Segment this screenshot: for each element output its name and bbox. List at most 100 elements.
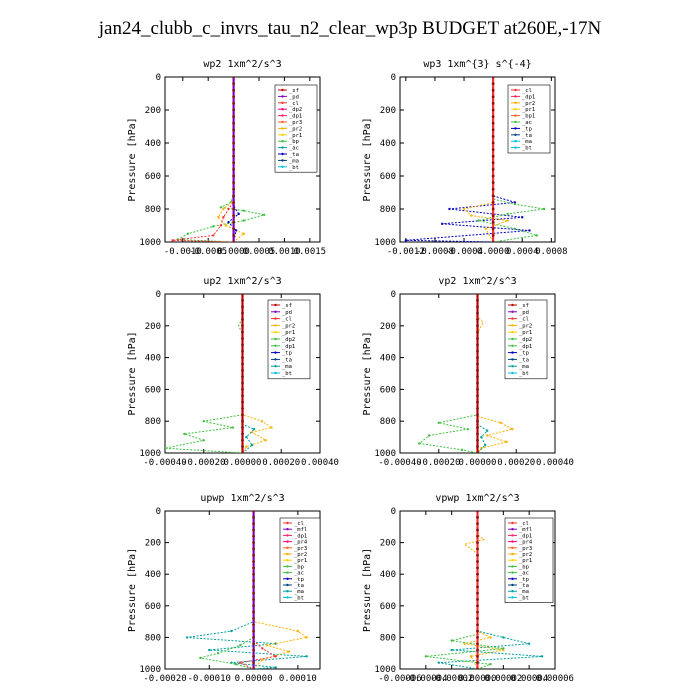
legend-label: _ma <box>282 364 292 370</box>
legend-marker <box>286 583 289 587</box>
series-point <box>535 234 539 237</box>
series-point <box>252 585 255 589</box>
series-point <box>232 82 236 85</box>
series-point <box>476 294 479 296</box>
legend-marker <box>281 101 284 105</box>
legend-marker <box>514 127 517 130</box>
legend-marker <box>281 120 284 124</box>
series-point <box>491 220 495 224</box>
series-point <box>469 655 473 658</box>
series-point <box>287 650 291 653</box>
legend-marker <box>514 108 517 111</box>
legend-marker <box>514 101 517 105</box>
series-point <box>241 330 244 334</box>
legend-marker <box>281 88 284 92</box>
series-point <box>491 154 495 158</box>
series-point <box>245 435 248 439</box>
series-point <box>242 232 245 235</box>
series-point <box>241 337 244 340</box>
x-tick-label: -0.00020 <box>417 458 460 468</box>
series-point <box>232 214 236 218</box>
series-point <box>252 566 255 570</box>
legend-marker <box>511 577 514 580</box>
y-tick-label: 0 <box>391 507 396 517</box>
series-point <box>222 216 225 219</box>
legend-marker <box>286 590 289 593</box>
series-point <box>241 375 244 379</box>
series-point <box>427 434 431 437</box>
series-point <box>489 663 492 666</box>
series-point <box>232 181 236 185</box>
legend-marker <box>281 95 284 98</box>
series-point <box>491 148 495 152</box>
series-point <box>250 431 254 434</box>
legend-label: _ma <box>294 589 304 595</box>
series-point <box>252 591 255 595</box>
legend-label: _pr1 <box>522 107 535 113</box>
x-tick-label: 0.00040 <box>301 458 339 468</box>
series-point <box>476 585 479 589</box>
legend-label: _ta <box>294 583 304 589</box>
legend-label: _pd <box>519 310 529 316</box>
legend-label: _mfl <box>519 527 532 533</box>
y-tick-label: 200 <box>380 106 396 116</box>
x-tick-label: -0.0012 <box>387 247 425 257</box>
legend-label: _ta <box>519 357 529 363</box>
legend-label: _cl <box>519 521 529 527</box>
series-point <box>232 154 236 158</box>
page-title: jan24_clubb_c_invrs_tau_n2_clear_wp3p BU… <box>98 18 602 39</box>
series-point <box>252 642 255 646</box>
series-point <box>252 427 256 431</box>
series-point <box>506 212 509 216</box>
series-line <box>425 511 504 669</box>
legend-marker <box>511 344 514 347</box>
series-point <box>476 572 479 576</box>
series-point <box>264 439 267 442</box>
series-point <box>241 400 244 404</box>
series-point <box>252 522 255 526</box>
legend-label: _bt <box>294 595 304 601</box>
series-point <box>252 648 255 652</box>
legend-label: _bt <box>519 371 529 377</box>
legend-label: _bt <box>522 146 532 152</box>
legend-label: _bt <box>289 165 299 171</box>
legend-label: _bp <box>294 564 304 570</box>
series-point <box>219 206 223 209</box>
x-tick-label: -0.0005 <box>189 247 227 257</box>
legend-marker <box>274 310 277 313</box>
series-point <box>296 629 300 633</box>
series-point <box>476 388 479 391</box>
y-tick-label: 0 <box>156 290 161 300</box>
series-group <box>165 294 273 453</box>
y-tick-label: 400 <box>380 139 396 149</box>
series-point <box>521 216 524 219</box>
legend-label: _pr1 <box>282 330 295 336</box>
legend-marker <box>511 521 514 525</box>
legend-label: _pr2 <box>282 323 295 329</box>
series-point <box>476 541 479 544</box>
series-point <box>241 432 244 436</box>
y-tick-label: 1000 <box>139 238 161 248</box>
series-line <box>242 294 273 453</box>
chart-panel-2: wp3 1xm^{3} s^{-4} Pressure [hPa] 0 200 400 6… <box>362 59 568 257</box>
series-point <box>476 604 479 608</box>
y-tick-label: 0 <box>391 290 396 300</box>
legend-marker <box>281 127 284 130</box>
legend-marker <box>274 358 277 361</box>
series-point <box>466 427 470 431</box>
legend-label: _pr2 <box>294 552 307 558</box>
plot-frame <box>164 76 321 243</box>
legend-marker <box>511 358 514 361</box>
legend-label: _ma <box>519 364 529 370</box>
y-tick-label: 600 <box>380 602 396 612</box>
x-tick-label: -0.00002 <box>430 674 473 684</box>
legend-label: _dp1 <box>519 533 532 539</box>
legend-label: _tp <box>282 351 292 357</box>
series-point <box>476 324 479 328</box>
y-tick-label: 0 <box>391 73 396 83</box>
y-tick-label: 600 <box>380 172 396 182</box>
legend-label: _tp <box>519 351 529 357</box>
y-tick-label: 200 <box>145 539 161 549</box>
legend-label: _ta <box>282 357 292 363</box>
